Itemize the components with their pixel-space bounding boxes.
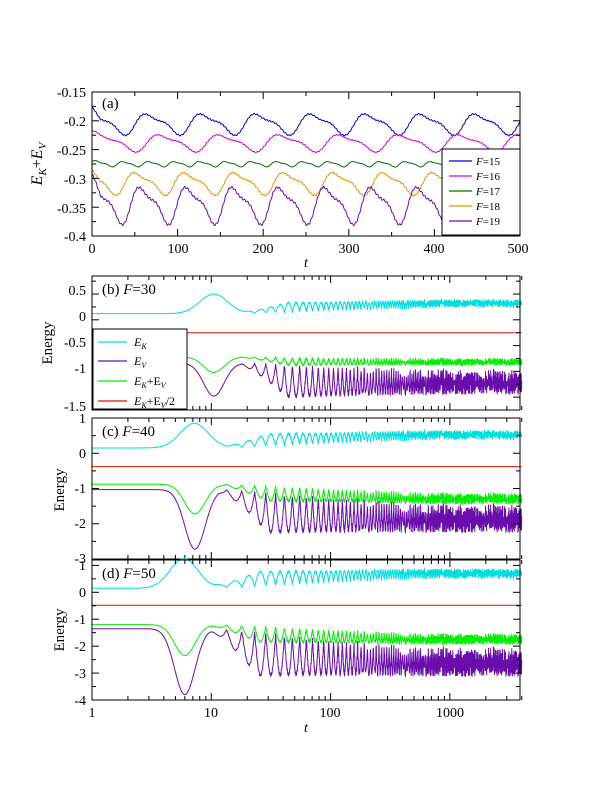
panel-d-ytick-label: 1 [79, 559, 86, 574]
panel-a-ytick-label: -0.2 [64, 115, 86, 130]
panel-a-label: (a) [102, 96, 119, 112]
panel-d-xtick-label: 1 [89, 706, 96, 721]
panel-c-ytick-label: 0 [79, 447, 86, 462]
panel-a-xlabel: t [304, 256, 309, 271]
panel-c-ytick-label: -1 [74, 482, 86, 497]
panel-d-label: (d) F=50 [102, 566, 156, 582]
panel-a-ytick-label: -0.35 [57, 202, 86, 217]
panel-d-ytick-label: -1 [74, 613, 86, 628]
panel-d-ylabel: Energy [52, 608, 68, 652]
panel-b-frame [91, 275, 521, 411]
panel-c-ylabel: Energy [52, 468, 68, 512]
panel-b: (b) F=30 0.5 0 -0.5 -1 -1.5 Energy EK EV… [40, 275, 523, 415]
panel-a-xtick-label: 300 [339, 242, 360, 257]
panel-b-ytick-label: -1 [74, 362, 86, 377]
panel-b-ytick-label: -1.5 [64, 400, 86, 415]
legend-entry-f17: F=17 [475, 186, 500, 198]
panel-d-ytick-label: -4 [74, 694, 86, 709]
panel-a-xtick-label: 200 [253, 242, 274, 257]
panel-a-xtick-label: 500 [508, 242, 529, 257]
panel-a-ytick-label: -0.25 [57, 144, 86, 159]
panel-a-ylabel-text: EK+EV [29, 141, 49, 186]
panel-d-ytick-label: -2 [74, 640, 86, 655]
legend-entry-ev: EV [133, 354, 147, 370]
series-line-ek-ev [92, 483, 523, 515]
panel-b-ylabel: Energy [40, 321, 56, 365]
panel-c: (c) F=40 1 0 -1 -2 -3 Energy [52, 412, 523, 567]
series-line-f15 [91, 106, 521, 137]
panel-d-xtick-label: 100 [320, 706, 341, 721]
panel-a-xtick-label: 400 [424, 242, 445, 257]
panel-d-ticks [91, 560, 523, 701]
panel-d-xlabel: t [304, 721, 309, 736]
series-line-ek [92, 558, 523, 589]
panel-d: (d) F=50 1 0 -1 -2 -3 -4 Energy 1 10 100… [52, 558, 523, 736]
panel-c-curves [92, 422, 523, 550]
panel-c-ytick-label: 1 [79, 412, 86, 427]
panel-a-legend: F=15 F=16 F=17 F=18 F=19 [441, 148, 521, 236]
panel-b-ytick-label: 0.5 [69, 284, 87, 299]
panel-b-ytick-label: 0 [79, 310, 86, 325]
panel-d-xtick-label: 10 [204, 706, 218, 721]
panel-c-ytick-label: -3 [74, 552, 86, 567]
panel-b-legend: EK EV EK+EV EK+EV/2 [92, 328, 188, 410]
legend-entry-f18: F=18 [475, 201, 500, 213]
panel-a: (a) -0.15 -0.2 -0.25 -0.3 -0.35 -0.4 0 1… [29, 86, 529, 271]
panel-a-xtick-label: 100 [168, 242, 189, 257]
series-line-ek [92, 422, 523, 449]
panel-d-ytick-label: -3 [74, 667, 86, 682]
series-line-ev [92, 489, 523, 550]
legend-entry-f19: F=19 [475, 216, 500, 228]
panel-a-ylabel: EK+EV [29, 141, 49, 186]
panel-c-label: (c) F=40 [102, 424, 155, 440]
panel-d-frame [91, 559, 521, 701]
panel-d-xtick-label: 1000 [436, 706, 464, 721]
series-line-ek-ev [92, 624, 523, 657]
legend-entry-f15: F=15 [475, 156, 500, 168]
legend-entry-f16: F=16 [475, 171, 500, 183]
panel-a-ytick-label: -0.15 [57, 86, 86, 101]
panel-a-xtick-label: 0 [89, 242, 96, 257]
panel-a-ytick-label: -0.4 [64, 230, 86, 245]
panel-d-curves [92, 558, 523, 696]
panel-c-ytick-label: -2 [74, 517, 86, 532]
legend-entry-ek-half-ev: EK+EV/2 [133, 394, 175, 410]
legend-entry-ek: EK [133, 335, 147, 351]
series-line-f16 [91, 130, 520, 154]
legend-entry-ek-ev: EK+EV [133, 374, 167, 390]
series-line-ev [92, 628, 523, 696]
panel-d-ytick-label: 0 [79, 586, 86, 601]
panel-a-ytick-label: -0.3 [64, 173, 86, 188]
panel-b-ytick-label: -0.5 [64, 336, 86, 351]
panel-b-label: (b) F=30 [102, 282, 156, 298]
series-line-ek [92, 293, 523, 315]
